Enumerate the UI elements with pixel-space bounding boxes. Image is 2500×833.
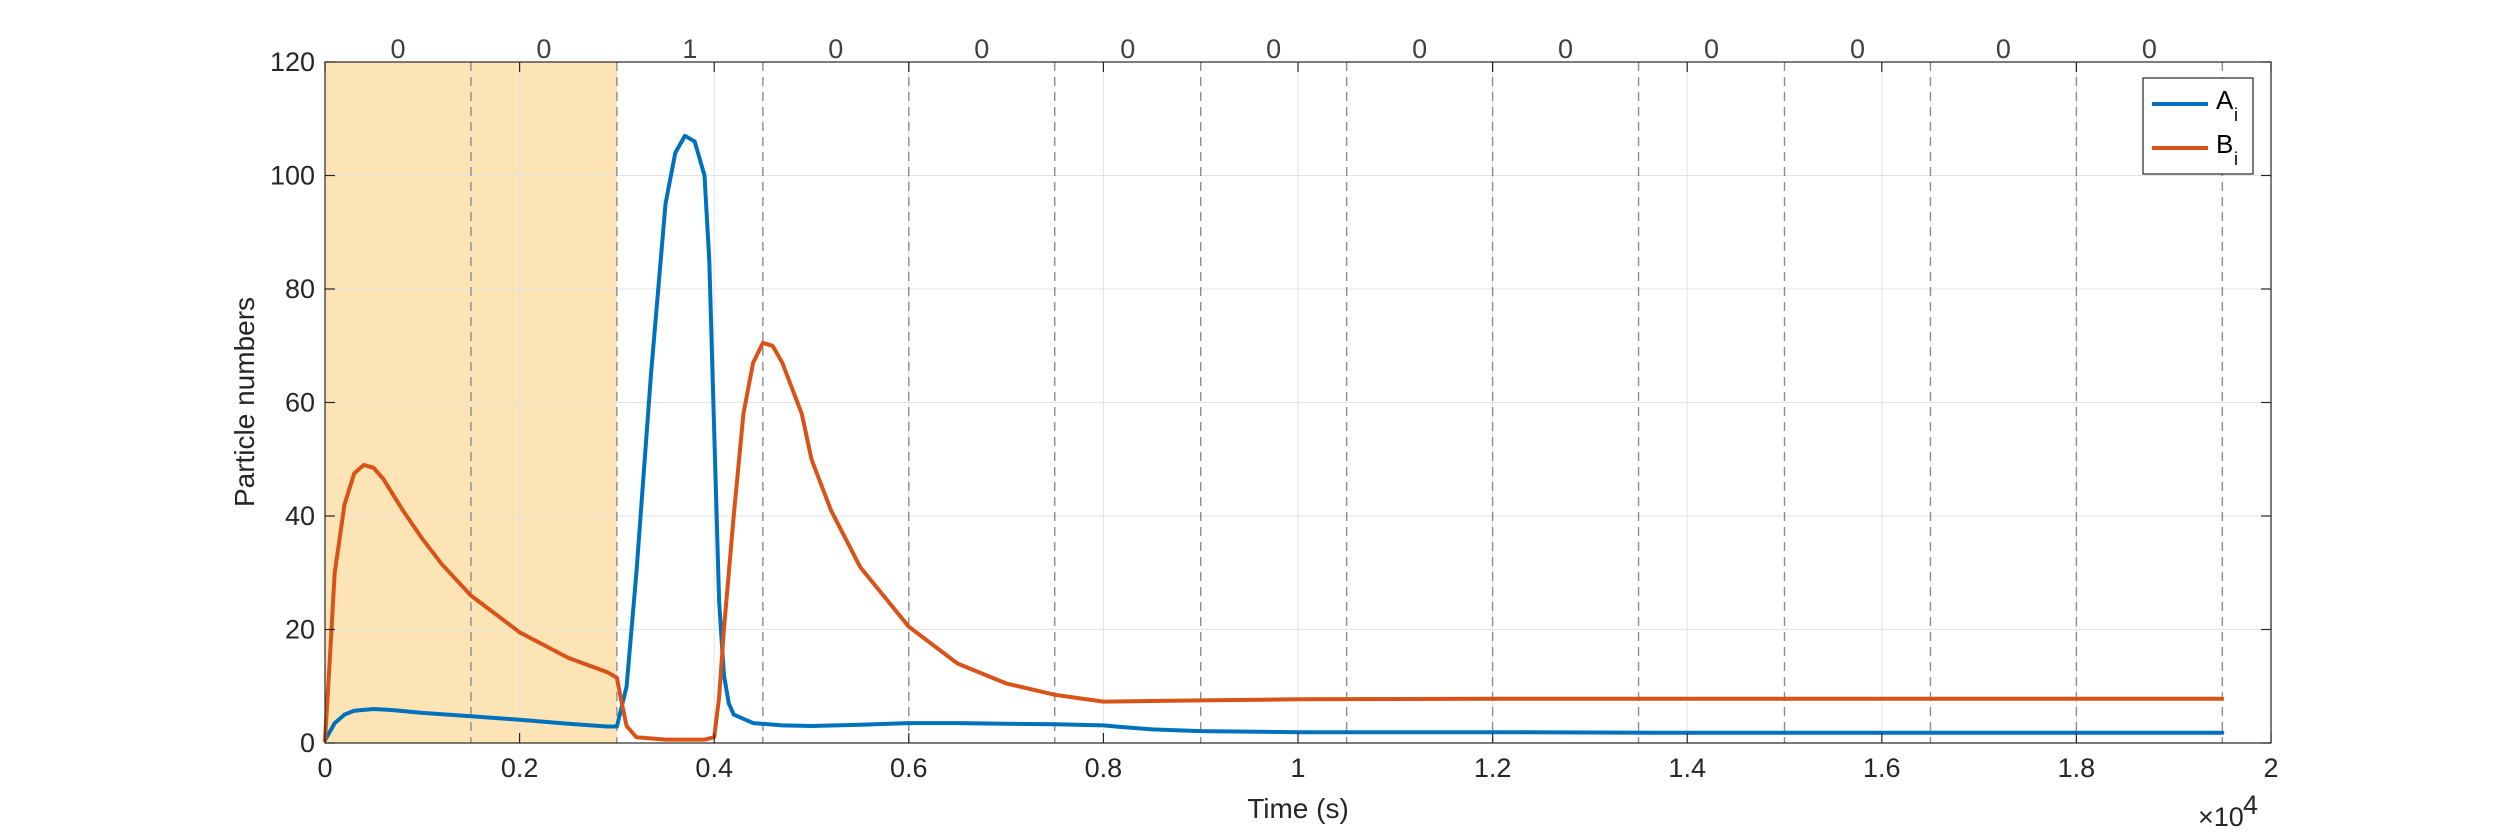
series-layer bbox=[323, 133, 2225, 743]
y-tick-label: 120 bbox=[270, 47, 315, 77]
segment-label: 0 bbox=[1558, 34, 1573, 64]
segment-label: 0 bbox=[1996, 34, 2011, 64]
y-axis-title: Particle numbers bbox=[229, 297, 260, 507]
y-tick-label: 100 bbox=[270, 161, 315, 191]
y-tick-label: 80 bbox=[285, 274, 315, 304]
segment-label: 0 bbox=[1266, 34, 1281, 64]
segment-label: 0 bbox=[1850, 34, 1865, 64]
x-tick-label: 0.2 bbox=[501, 753, 539, 783]
x-scale-exponent: ×10 4 bbox=[2198, 790, 2258, 832]
segment-label: 1 bbox=[682, 34, 697, 64]
x-tick-label: 1.6 bbox=[1863, 753, 1901, 783]
x-tick-label: 0.6 bbox=[890, 753, 928, 783]
segment-label: 0 bbox=[1704, 34, 1719, 64]
y-tick-label: 40 bbox=[285, 501, 315, 531]
x-scale-power: 4 bbox=[2243, 790, 2258, 820]
x-tick-label: 2 bbox=[2263, 753, 2278, 783]
x-tick-label: 1.4 bbox=[1668, 753, 1706, 783]
x-tick-label: 1.2 bbox=[1474, 753, 1512, 783]
legend-box bbox=[2142, 77, 2254, 175]
segment-label: 0 bbox=[974, 34, 989, 64]
segment-label: 0 bbox=[390, 34, 405, 64]
x-axis-title: Time (s) bbox=[1247, 793, 1349, 824]
legend-label-a: A bbox=[2216, 85, 2234, 115]
y-tick-label: 60 bbox=[285, 388, 315, 418]
series-line-b bbox=[323, 340, 2225, 743]
x-tick-label: 1 bbox=[1290, 753, 1305, 783]
y-tick-label: 20 bbox=[285, 615, 315, 645]
legend-label-b: B bbox=[2216, 129, 2233, 159]
legend-subscript-b: i bbox=[2234, 149, 2238, 169]
x-tick-label: 0 bbox=[317, 753, 332, 783]
series-line-a bbox=[323, 133, 2225, 743]
segment-labels-layer: 0 0 1 0 0 0 0 0 0 0 0 0 0 bbox=[390, 34, 2156, 64]
segment-label: 0 bbox=[2142, 34, 2157, 64]
legend-subscript-a: i bbox=[2234, 105, 2238, 125]
tick-layer: 0 0.2 0.4 0.6 0.8 1 1.2 1.4 1.6 1.8 20204060801001… bbox=[270, 47, 2279, 783]
segment-label: 0 bbox=[1120, 34, 1135, 64]
x-tick-label: 0.4 bbox=[695, 753, 733, 783]
x-tick-label: 0.8 bbox=[1085, 753, 1123, 783]
y-tick-label: 0 bbox=[300, 728, 315, 758]
segment-label: 0 bbox=[536, 34, 551, 64]
segment-boundaries-layer bbox=[470, 62, 2224, 743]
x-tick-label: 1.8 bbox=[2058, 753, 2096, 783]
segment-label: 0 bbox=[828, 34, 843, 64]
x-scale-multiplier: ×10 bbox=[2198, 802, 2244, 832]
segment-label: 0 bbox=[1412, 34, 1427, 64]
